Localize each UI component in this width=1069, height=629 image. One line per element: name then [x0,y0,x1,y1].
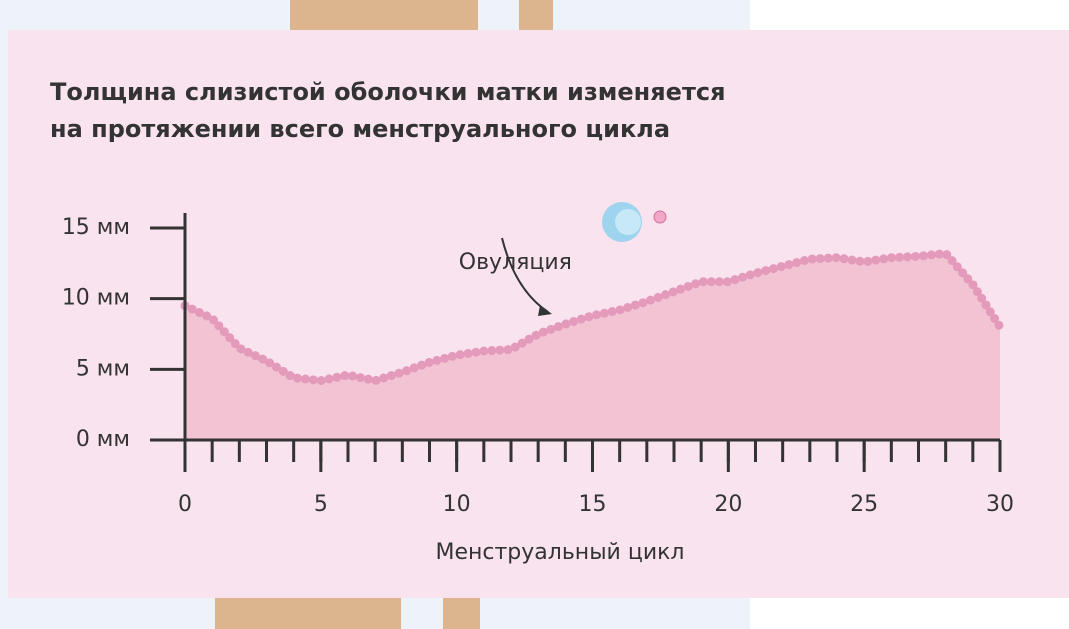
y-tick-label: 0 мм [76,427,130,452]
chart-title: Толщина слизистой оболочки матки изменяе… [50,78,726,106]
egg [653,210,667,224]
area-border [180,248,1005,386]
x-tick-label: 30 [986,492,1014,517]
y-tick-label: 5 мм [76,356,130,381]
follicle-inner [615,209,641,235]
x-tick-label: 25 [850,492,878,517]
x-axis-label: Менструальный цикл [436,540,685,565]
plot: Овуляция 0 мм 5 мм 10 мм 15 мм 0 5 10 15 20 25 30 [62,213,1014,517]
y-tick-label: 15 мм [62,215,130,240]
x-tick-label: 15 [579,492,607,517]
x-tick-label: 5 [314,492,328,517]
x-tick-label: 10 [443,492,471,517]
annotation: Овуляция [459,250,572,275]
chart-title: на протяжении всего менструального цикла [50,115,670,143]
y-tick-label: 10 мм [62,286,130,311]
decor-block [290,0,478,32]
decor-block [519,0,553,32]
x-tick-label: 20 [714,492,742,517]
area [185,253,1000,440]
decor-block [215,596,401,629]
x-tick-label: 0 [178,492,192,517]
decor-block [443,596,480,629]
arrow-head [538,305,552,316]
ovulation-icon [602,202,667,242]
